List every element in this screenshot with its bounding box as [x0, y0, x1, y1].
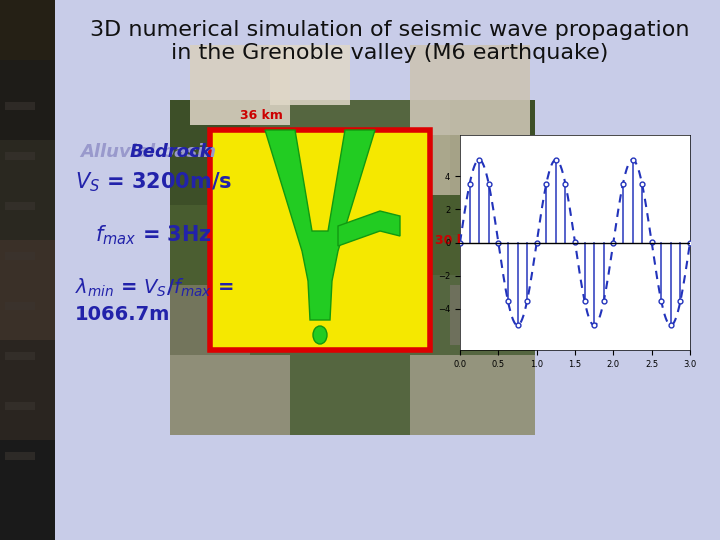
Text: Bedrock: Bedrock: [130, 143, 212, 161]
Bar: [5, 352, 35, 360]
Text: 1066.7m: 1066.7m: [75, 306, 171, 325]
Text: $V_S$ = 3200m/s: $V_S$ = 3200m/s: [75, 170, 232, 194]
Bar: [5, 302, 35, 310]
Bar: [190, 45, 290, 125]
Polygon shape: [338, 211, 400, 246]
Bar: [170, 355, 290, 435]
Bar: [0, 0, 55, 60]
Bar: [170, 285, 250, 355]
Ellipse shape: [313, 326, 327, 344]
Bar: [450, 100, 535, 235]
Bar: [55, 35, 345, 430]
Bar: [170, 100, 250, 235]
Text: $\lambda_{min}$ = $V_S$/$f_{max}$ =: $\lambda_{min}$ = $V_S$/$f_{max}$ =: [75, 277, 233, 299]
Text: $f_{max}$ = 3Hz: $f_{max}$ = 3Hz: [95, 223, 212, 247]
Text: 3D numerical simulation of seismic wave propagation: 3D numerical simulation of seismic wave …: [90, 20, 690, 40]
Bar: [0, 440, 55, 540]
Bar: [5, 452, 35, 460]
Bar: [170, 100, 535, 435]
Text: 36 km: 36 km: [240, 109, 283, 122]
Text: Alluvial basin: Alluvial basin: [80, 143, 216, 161]
Bar: [410, 355, 535, 435]
Bar: [250, 175, 370, 255]
Bar: [330, 185, 410, 245]
Bar: [0, 340, 55, 440]
Bar: [410, 45, 530, 135]
Text: in the Grenoble valley (M6 earthquake): in the Grenoble valley (M6 earthquake): [171, 43, 608, 63]
Bar: [420, 195, 535, 275]
Bar: [170, 205, 270, 285]
Bar: [5, 102, 35, 110]
Bar: [210, 130, 430, 350]
Bar: [0, 140, 55, 240]
Text: 30 km: 30 km: [435, 233, 478, 246]
Bar: [5, 152, 35, 160]
Bar: [0, 60, 55, 140]
Bar: [5, 202, 35, 210]
Bar: [400, 135, 500, 195]
Bar: [270, 45, 350, 105]
Bar: [5, 252, 35, 260]
Bar: [450, 285, 535, 345]
Bar: [220, 135, 300, 185]
Polygon shape: [265, 130, 375, 320]
Bar: [0, 240, 55, 340]
Bar: [5, 402, 35, 410]
